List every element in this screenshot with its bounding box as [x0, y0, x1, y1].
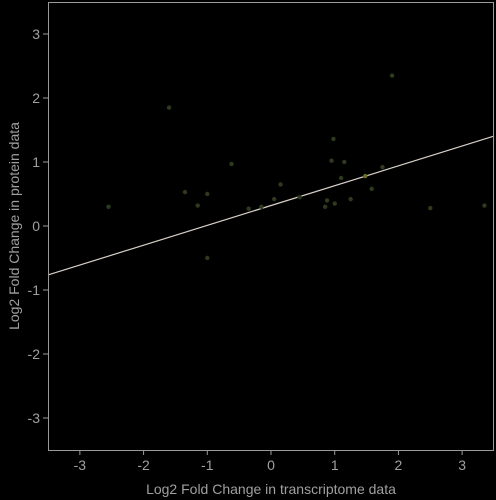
data-point	[297, 195, 302, 200]
x-tick-label: 3	[458, 457, 466, 473]
y-axis: -3 -2 -1 0 1 2 3	[28, 26, 48, 426]
data-point	[205, 255, 210, 261]
data-point	[369, 186, 374, 192]
data-point	[278, 182, 283, 187]
y-tick-label: -3	[28, 410, 41, 426]
data-point	[259, 204, 264, 209]
data-point	[329, 158, 334, 163]
x-axis: -3 -2 -1 0 1 2 3	[74, 450, 466, 473]
data-point	[428, 205, 433, 211]
y-tick-label: -2	[28, 346, 41, 362]
data-point	[106, 204, 111, 209]
data-point	[482, 203, 487, 208]
x-tick-label: 0	[267, 457, 275, 473]
points-group	[106, 73, 487, 261]
y-tick-label: 0	[32, 218, 40, 234]
data-point	[389, 73, 395, 78]
x-tick-label: -3	[74, 457, 87, 473]
x-tick-label: 2	[395, 457, 403, 473]
fit-line	[47, 135, 495, 276]
y-tick-label: -1	[28, 282, 41, 298]
data-point	[324, 198, 330, 203]
data-point	[338, 175, 344, 181]
data-point	[363, 173, 368, 179]
x-tick-label: -1	[201, 457, 214, 473]
plot-background	[48, 2, 494, 450]
data-point	[342, 159, 347, 165]
data-point	[322, 204, 328, 209]
y-tick-label: 3	[32, 26, 40, 42]
x-tick-label: 1	[331, 457, 339, 473]
x-tick-label: -2	[137, 457, 150, 473]
data-point	[271, 196, 277, 202]
data-point	[348, 196, 353, 202]
data-point	[195, 203, 200, 208]
data-point	[331, 136, 336, 142]
data-point	[182, 189, 188, 195]
fit-line-group	[47, 135, 495, 276]
x-axis-title: Log2 Fold Change in transcriptome data	[146, 481, 396, 497]
data-point	[205, 191, 210, 197]
y-tick-label: 2	[32, 90, 40, 106]
data-point	[332, 201, 337, 206]
data-point	[166, 105, 172, 110]
y-tick-label: 1	[32, 154, 40, 170]
data-point	[246, 206, 251, 211]
data-point	[380, 164, 385, 170]
y-axis-title: Log2 Fold Change in protein data	[6, 122, 22, 330]
data-point	[229, 161, 234, 167]
